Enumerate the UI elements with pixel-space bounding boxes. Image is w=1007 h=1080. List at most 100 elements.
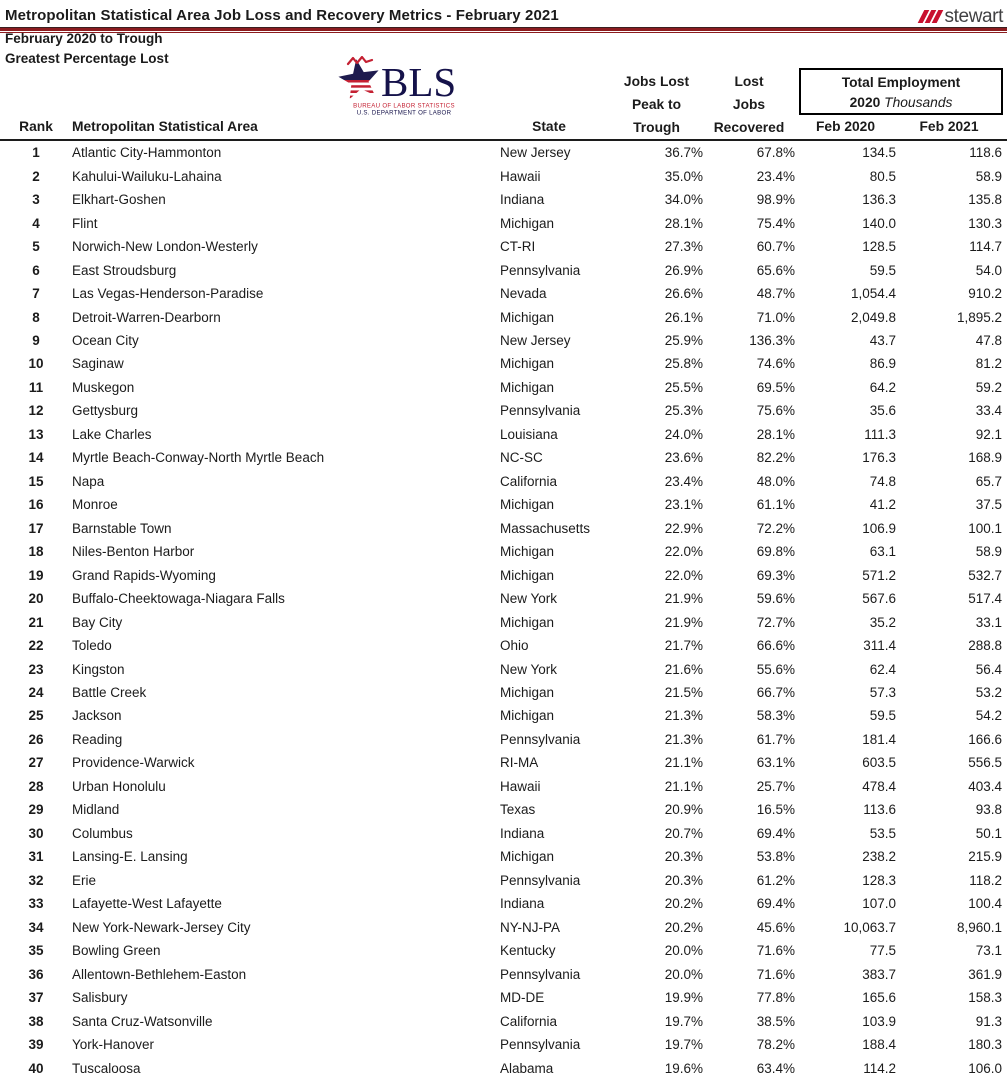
cell-feb2021: 158.3 (968, 990, 1002, 1006)
cell-recovered: 69.3% (756, 567, 795, 583)
cell-feb2020: 134.5 (862, 145, 896, 161)
cell-jobs_lost: 20.2% (664, 919, 703, 935)
cell-rank: 15 (28, 473, 44, 489)
cell-rank: 38 (28, 1013, 44, 1029)
cell-state: NY-NJ-PA (500, 919, 561, 935)
cell-msa: Bowling Green (72, 943, 161, 959)
cell-msa: East Stroudsburg (72, 262, 177, 278)
bls-line2: U.S. DEPARTMENT OF LABOR (357, 110, 452, 117)
cell-recovered: 71.6% (756, 943, 795, 959)
cell-msa: Bay City (72, 614, 123, 630)
cell-jobs_lost: 24.0% (664, 426, 703, 442)
cell-msa: Erie (72, 872, 97, 888)
cell-feb2020: 43.7 (869, 332, 896, 348)
cell-msa: Elkhart-Goshen (72, 192, 166, 208)
table-row: 21 Bay City Michigan 21.9% 72.7% 35.2 33.1 (0, 610, 1007, 633)
table-row: 8 Detroit-Warren-Dearborn Michigan 26.1% 71.… (0, 305, 1007, 328)
cell-state: Michigan (500, 544, 555, 560)
table-row: 23 Kingston New York 21.6% 55.6% 62.4 56.4 (0, 657, 1007, 680)
cell-feb2021: 532.7 (968, 567, 1002, 583)
cell-feb2020: 176.3 (862, 450, 896, 466)
table-row: 24 Battle Creek Michigan 21.5% 66.7% 57.3 53.2 (0, 681, 1007, 704)
cell-msa: Kahului-Wailuku-Lahaina (72, 168, 222, 184)
cell-state: Michigan (500, 497, 555, 513)
total-employment-unit: Thousands (884, 95, 953, 110)
cell-jobs_lost: 26.6% (664, 286, 703, 302)
cell-jobs_lost: 22.9% (664, 520, 703, 536)
cell-feb2020: 59.5 (869, 708, 896, 724)
cell-state: Pennsylvania (500, 872, 581, 888)
cell-jobs_lost: 20.3% (664, 849, 703, 865)
cell-msa: Gettysburg (72, 403, 139, 419)
cell-feb2021: 180.3 (968, 1037, 1002, 1053)
cell-recovered: 63.1% (756, 755, 795, 771)
table-row: 20 Buffalo-Cheektowaga-Niagara Falls New Y… (0, 587, 1007, 610)
cell-recovered: 71.6% (756, 966, 795, 982)
cell-state: Pennsylvania (500, 403, 581, 419)
cell-feb2020: 64.2 (869, 379, 896, 395)
cell-feb2021: 118.6 (969, 145, 1002, 161)
title-divider (0, 27, 1007, 33)
cell-msa: Lake Charles (72, 426, 152, 442)
table-row: 25 Jackson Michigan 21.3% 58.3% 59.5 54.2 (0, 704, 1007, 727)
cell-feb2020: 35.6 (869, 403, 896, 419)
cell-feb2020: 106.9 (862, 520, 896, 536)
table-row: 40 Tuscaloosa Alabama 19.6% 63.4% 114.2 106.0 (0, 1056, 1007, 1079)
table-row: 11 Muskegon Michigan 25.5% 69.5% 64.2 59.2 (0, 376, 1007, 399)
cell-msa: Lafayette-West Lafayette (72, 896, 222, 912)
cell-jobs_lost: 20.0% (664, 943, 703, 959)
cell-msa: Flint (72, 215, 98, 231)
cell-recovered: 60.7% (756, 239, 795, 255)
cell-jobs_lost: 21.9% (664, 614, 703, 630)
cell-state: Michigan (500, 614, 555, 630)
table-row: 27 Providence-Warwick RI-MA 21.1% 63.1% 603.5… (0, 751, 1007, 774)
cell-msa: Salisbury (72, 990, 128, 1006)
cell-feb2021: 50.1 (975, 825, 1002, 841)
cell-state: Ohio (500, 638, 529, 654)
total-employment-year: 2020 (849, 95, 881, 110)
cell-state: Michigan (500, 215, 555, 231)
table-row: 12 Gettysburg Pennsylvania 25.3% 75.6% 35.6 33… (0, 399, 1007, 422)
cell-feb2020: 571.2 (862, 567, 896, 583)
cell-state: Hawaii (500, 778, 541, 794)
cell-jobs_lost: 20.9% (664, 802, 703, 818)
cell-recovered: 69.4% (756, 896, 795, 912)
cell-feb2020: 128.3 (862, 872, 896, 888)
cell-feb2021: 130.3 (968, 215, 1002, 231)
cell-jobs_lost: 25.5% (664, 379, 703, 395)
cell-jobs_lost: 22.0% (664, 567, 703, 583)
cell-state: Pennsylvania (500, 966, 581, 982)
cell-jobs_lost: 26.9% (664, 262, 703, 278)
cell-feb2021: 100.4 (968, 896, 1002, 912)
cell-msa: Battle Creek (72, 685, 147, 701)
table-row: 22 Toledo Ohio 21.7% 66.6% 311.4 288.8 (0, 634, 1007, 657)
cell-recovered: 61.7% (756, 731, 795, 747)
cell-msa: Muskegon (72, 379, 135, 395)
table-row: 13 Lake Charles Louisiana 24.0% 28.1% 111.3 92… (0, 423, 1007, 446)
cell-feb2020: 165.6 (862, 990, 896, 1006)
cell-rank: 23 (28, 661, 44, 677)
cell-feb2021: 403.4 (968, 778, 1002, 794)
cell-feb2021: 54.2 (975, 708, 1002, 724)
cell-state: New Jersey (500, 145, 571, 161)
cell-feb2021: 910.2 (968, 286, 1002, 302)
table-row: 18 Niles-Benton Harbor Michigan 22.0% 69.8% 6… (0, 540, 1007, 563)
column-header-msa: Metropolitan Statistical Area (72, 119, 258, 134)
cell-feb2021: 81.2 (975, 356, 1002, 372)
cell-rank: 12 (28, 403, 44, 419)
column-header-feb2020: Feb 2020 (815, 119, 876, 134)
cell-rank: 6 (32, 262, 40, 278)
cell-msa: Atlantic City-Hammonton (72, 145, 222, 161)
cell-jobs_lost: 28.1% (664, 215, 703, 231)
cell-recovered: 63.4% (756, 1060, 795, 1076)
table-row: 32 Erie Pennsylvania 20.3% 61.2% 128.3 118.2 (0, 869, 1007, 892)
cell-rank: 8 (32, 309, 40, 325)
cell-rank: 21 (28, 614, 44, 630)
cell-feb2021: 556.5 (968, 755, 1002, 771)
cell-recovered: 48.0% (756, 473, 795, 489)
cell-state: Alabama (500, 1060, 554, 1076)
cell-msa: Saginaw (72, 356, 124, 372)
cell-feb2021: 361.9 (968, 966, 1002, 982)
cell-feb2021: 93.8 (975, 802, 1002, 818)
